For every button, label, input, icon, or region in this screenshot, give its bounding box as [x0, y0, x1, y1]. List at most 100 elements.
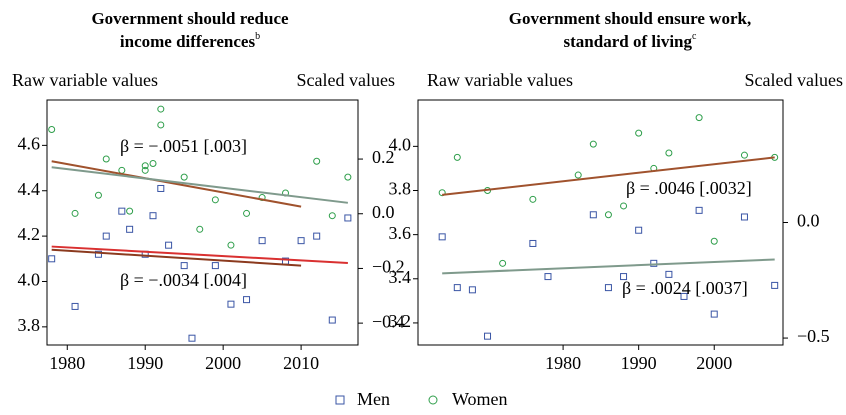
- x-tick-label: 1980: [545, 353, 581, 373]
- y-tick-label: 4.4: [18, 179, 41, 199]
- title-superscript: c: [692, 31, 697, 42]
- point-circle: [589, 140, 597, 148]
- point-square: [71, 302, 79, 310]
- point-circle: [118, 166, 126, 174]
- point-circle: [453, 153, 461, 161]
- chart-title: Government should reduce: [91, 9, 289, 28]
- point-square: [126, 225, 134, 233]
- point-square: [453, 284, 461, 292]
- point-circle: [141, 166, 149, 174]
- plot-frame: [46, 99, 359, 346]
- point-square: [157, 184, 165, 192]
- legend-marker: [428, 395, 438, 405]
- annotation: β = −.0051 [.003]: [120, 136, 247, 156]
- point-square: [650, 259, 658, 267]
- point-circle: [157, 105, 165, 113]
- point-circle: [438, 189, 446, 197]
- point-square: [102, 232, 110, 240]
- y-tick-label: 3.8: [389, 179, 412, 199]
- point-circle: [227, 241, 235, 249]
- x-tick-label: 2000: [205, 353, 241, 373]
- point-square: [544, 273, 552, 281]
- point-circle: [313, 157, 321, 165]
- point-square: [149, 212, 157, 220]
- point-square: [438, 233, 446, 241]
- title-superscript: b: [255, 31, 260, 42]
- point-circle: [665, 149, 673, 157]
- y2-tick-label: 0.2: [372, 147, 395, 167]
- point-circle: [102, 155, 110, 163]
- annotation: β = −.0034 [.004]: [120, 270, 247, 290]
- point-square: [180, 262, 188, 270]
- point-square: [771, 281, 779, 289]
- point-circle: [344, 173, 352, 181]
- chart-title: income differencesb: [120, 31, 260, 51]
- point-circle: [499, 259, 507, 267]
- x-tick-label: 2010: [283, 353, 319, 373]
- point-square: [680, 292, 688, 300]
- x-tick-label: 2000: [696, 353, 732, 373]
- y-axis-label: Raw variable values: [12, 70, 158, 90]
- point-circle: [529, 195, 537, 203]
- chart-title: Government should ensure work,: [509, 9, 751, 28]
- legend-label: Men: [357, 389, 390, 409]
- point-square: [227, 300, 235, 308]
- point-square: [165, 241, 173, 249]
- point-circle: [243, 209, 251, 217]
- title-line: Government should reduce: [91, 9, 289, 28]
- point-circle: [126, 207, 134, 215]
- fit-line: [51, 160, 302, 208]
- y2-tick-label: −0.4: [372, 311, 405, 331]
- point-square: [710, 310, 718, 318]
- fit-line: [442, 258, 775, 275]
- annotation: β = .0024 [.0037]: [622, 278, 748, 298]
- chart-title: standard of livingc: [564, 31, 697, 51]
- y2-tick-label: 0.0: [372, 202, 395, 222]
- point-circle: [71, 209, 79, 217]
- point-square: [604, 284, 612, 292]
- annotation: β = .0046 [.0032]: [626, 178, 752, 198]
- point-square: [589, 211, 597, 219]
- y-tick-label: 4.2: [18, 224, 41, 244]
- point-square: [243, 296, 251, 304]
- point-circle: [141, 162, 149, 170]
- title-line: Government should ensure work,: [509, 9, 751, 28]
- y2-tick-label: −0.2: [372, 257, 405, 277]
- fit-line: [51, 166, 348, 204]
- point-square: [484, 332, 492, 340]
- y-tick-label: 4.6: [18, 133, 41, 153]
- point-square: [313, 232, 321, 240]
- fit-line: [51, 245, 348, 264]
- point-circle: [149, 160, 157, 168]
- point-circle: [196, 225, 204, 233]
- y-tick-label: 4.0: [18, 270, 41, 290]
- y-tick-label: 3.2: [389, 311, 412, 331]
- y2-axis-label: Scaled values: [745, 70, 843, 90]
- y2-tick-label: 0.0: [797, 211, 820, 231]
- point-square: [118, 207, 126, 215]
- point-circle: [604, 211, 612, 219]
- y2-axis-label: Scaled values: [297, 70, 395, 90]
- point-square: [344, 214, 352, 222]
- point-circle: [620, 202, 628, 210]
- point-circle: [635, 129, 643, 137]
- title-line: income differences: [120, 32, 256, 51]
- y2-tick-label: −0.5: [797, 326, 830, 346]
- x-tick-label: 1990: [621, 353, 657, 373]
- point-square: [258, 237, 266, 245]
- legend-marker: [335, 395, 345, 405]
- fit-line: [442, 156, 775, 196]
- y-axis-label: Raw variable values: [427, 70, 573, 90]
- point-square: [635, 226, 643, 234]
- point-square: [48, 255, 56, 263]
- point-circle: [48, 125, 56, 133]
- point-square: [665, 270, 673, 278]
- point-square: [740, 213, 748, 221]
- point-circle: [180, 173, 188, 181]
- point-circle: [328, 212, 336, 220]
- point-square: [211, 262, 219, 270]
- point-circle: [710, 237, 718, 245]
- point-square: [620, 273, 628, 281]
